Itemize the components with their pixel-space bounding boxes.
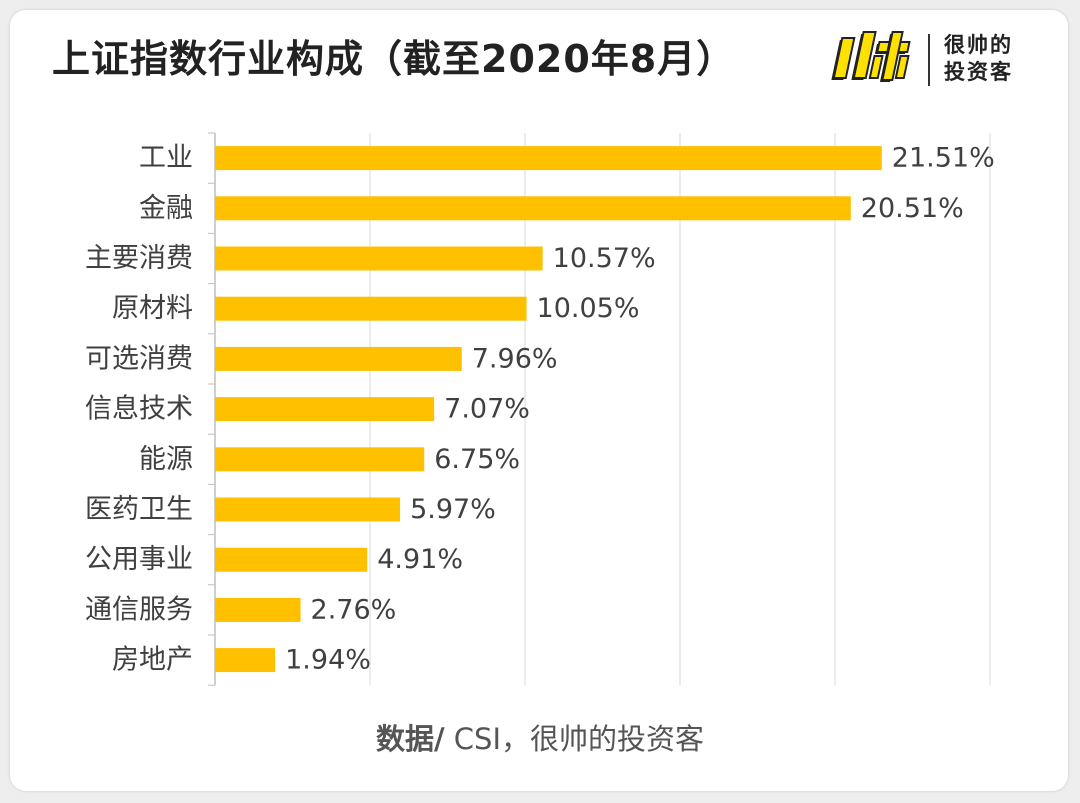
- bar-4: [215, 346, 462, 371]
- data-label: 10.05%: [537, 293, 640, 324]
- source-note: 数据/ CSI，很帅的投资客: [0, 716, 1080, 758]
- data-label: 7.96%: [472, 343, 558, 374]
- logo-line-2: 投资客: [944, 60, 1013, 84]
- source-text: CSI，很帅的投资客: [444, 722, 705, 756]
- bar-5: [215, 397, 435, 422]
- chart-card: [10, 10, 1068, 791]
- bar-6: [215, 447, 425, 472]
- category-label: 房地产: [112, 645, 193, 676]
- data-label: 1.94%: [285, 645, 371, 676]
- data-label: 7.07%: [444, 394, 530, 425]
- category-label: 可选消费: [85, 343, 193, 374]
- bar-0: [215, 146, 882, 171]
- category-label: 能源: [139, 444, 193, 475]
- bar-9: [215, 597, 301, 622]
- bar-8: [215, 547, 368, 572]
- brand-logo: 很帅的 投资客: [822, 30, 1032, 94]
- category-label: 工业: [139, 143, 193, 174]
- category-label: 原材料: [112, 293, 193, 324]
- category-label: 公用事业: [85, 544, 193, 575]
- data-label: 21.51%: [892, 143, 995, 174]
- data-label: 5.97%: [410, 494, 496, 525]
- logo-text: 很帅的 投资客: [944, 32, 1013, 86]
- bar-1: [215, 196, 851, 221]
- data-label: 20.51%: [861, 193, 964, 224]
- data-label: 2.76%: [311, 594, 397, 625]
- category-label: 金融: [139, 193, 193, 224]
- category-label: 主要消费: [85, 243, 193, 274]
- chart-title: 上证指数行业构成（截至2020年8月）: [52, 37, 736, 81]
- logo-line-1: 很帅的: [944, 33, 1013, 57]
- category-label: 医药卫生: [85, 494, 193, 525]
- data-label: 6.75%: [434, 444, 520, 475]
- logo-divider: [928, 34, 930, 86]
- bar-3: [215, 296, 527, 321]
- category-label: 信息技术: [85, 394, 193, 425]
- bar-7: [215, 497, 401, 522]
- category-label: 通信服务: [85, 594, 193, 625]
- source-label: 数据/: [375, 722, 445, 756]
- bar-10: [215, 648, 276, 673]
- logo-mark-icon: [831, 31, 911, 82]
- bar-2: [215, 246, 543, 271]
- data-label: 10.57%: [553, 243, 656, 274]
- data-label: 4.91%: [377, 544, 463, 575]
